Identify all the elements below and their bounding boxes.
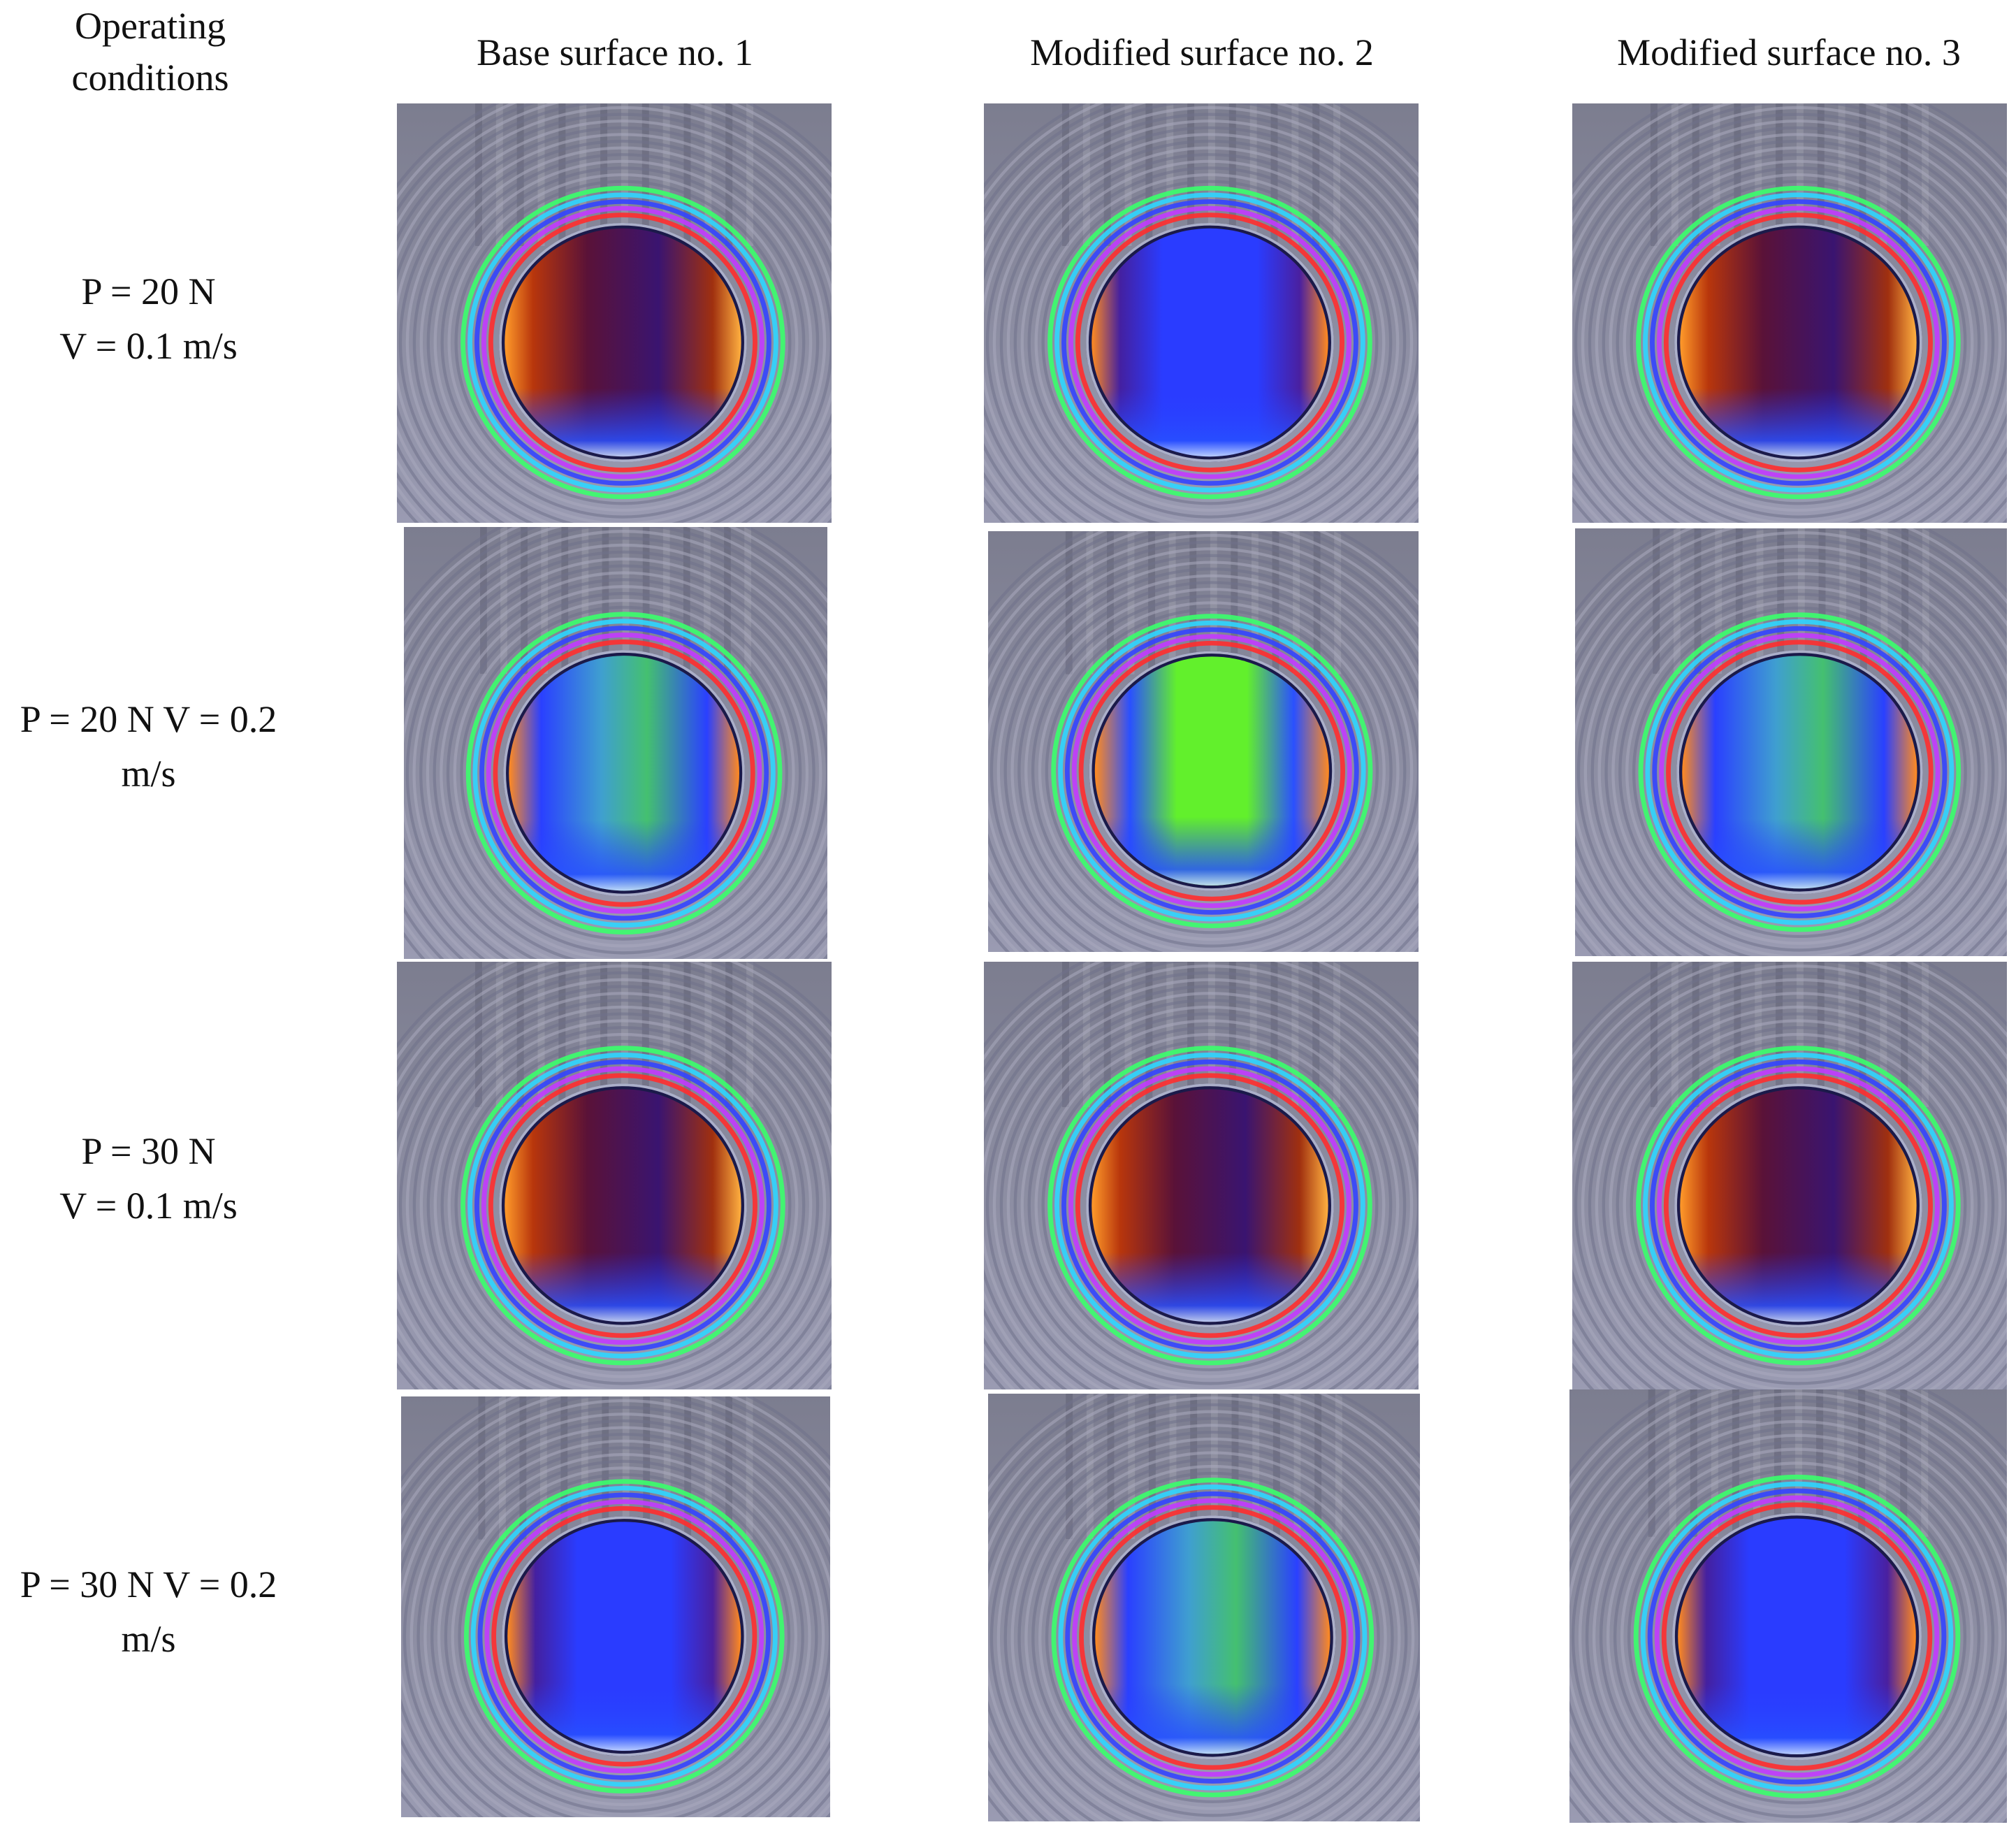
condition-row-1-line-2: V = 0.1 m/s xyxy=(59,325,238,367)
condition-row-2: P = 20 N V = 0.2 m/s xyxy=(0,692,297,801)
operating-conditions-header: Operating conditions xyxy=(38,0,262,103)
interferogram-row3-col2 xyxy=(984,962,1419,1389)
interferogram-row3-col3 xyxy=(1572,962,2007,1389)
condition-row-1: P = 20 N V = 0.1 m/s xyxy=(0,264,297,373)
interferogram-graphic xyxy=(397,962,832,1389)
interferogram-row4-col2 xyxy=(988,1394,1420,1821)
interferogram-graphic xyxy=(988,1394,1420,1821)
condition-row-3-line-2: V = 0.1 m/s xyxy=(59,1185,238,1227)
interferogram-row4-col3 xyxy=(1569,1389,2007,1823)
interferogram-graphic xyxy=(401,1396,830,1817)
operating-conditions-line-2: conditions xyxy=(71,57,229,99)
interferogram-row2-col3 xyxy=(1575,528,2007,956)
column-header-modified-surface-3: Modified surface no. 3 xyxy=(1617,31,1961,73)
column-header-modified-surface-2: Modified surface no. 2 xyxy=(1030,31,1374,73)
condition-row-4-line-1: P = 30 N V = 0.2 xyxy=(20,1564,277,1605)
interferogram-graphic xyxy=(1575,528,2007,956)
condition-row-3: P = 30 N V = 0.1 m/s xyxy=(0,1124,297,1233)
interferogram-row3-col1 xyxy=(397,962,832,1389)
condition-row-4-line-2: m/s xyxy=(121,1618,176,1660)
condition-row-3-line-1: P = 30 N xyxy=(81,1130,216,1172)
interferogram-row1-col2 xyxy=(984,103,1419,523)
interferogram-graphic xyxy=(984,962,1419,1389)
interferogram-graphic xyxy=(1572,962,2007,1389)
condition-row-1-line-1: P = 20 N xyxy=(81,270,216,312)
interferogram-graphic xyxy=(1569,1389,2007,1823)
condition-row-2-line-2: m/s xyxy=(121,753,176,795)
condition-row-4: P = 30 N V = 0.2 m/s xyxy=(0,1557,297,1666)
interferogram-row1-col1 xyxy=(397,103,832,523)
column-header-base-surface-1: Base surface no. 1 xyxy=(477,31,753,73)
interferogram-row1-col3 xyxy=(1572,103,2007,523)
interferogram-graphic xyxy=(988,531,1419,952)
interferogram-graphic xyxy=(397,103,832,523)
interferogram-graphic xyxy=(404,527,827,959)
interferogram-row4-col1 xyxy=(401,1396,830,1817)
interferogram-row2-col1 xyxy=(404,527,827,959)
operating-conditions-line-1: Operating xyxy=(75,5,226,47)
interferogram-row2-col2 xyxy=(988,531,1419,952)
interferogram-graphic xyxy=(1572,103,2007,523)
interferogram-graphic xyxy=(984,103,1419,523)
condition-row-2-line-1: P = 20 N V = 0.2 xyxy=(20,698,277,740)
